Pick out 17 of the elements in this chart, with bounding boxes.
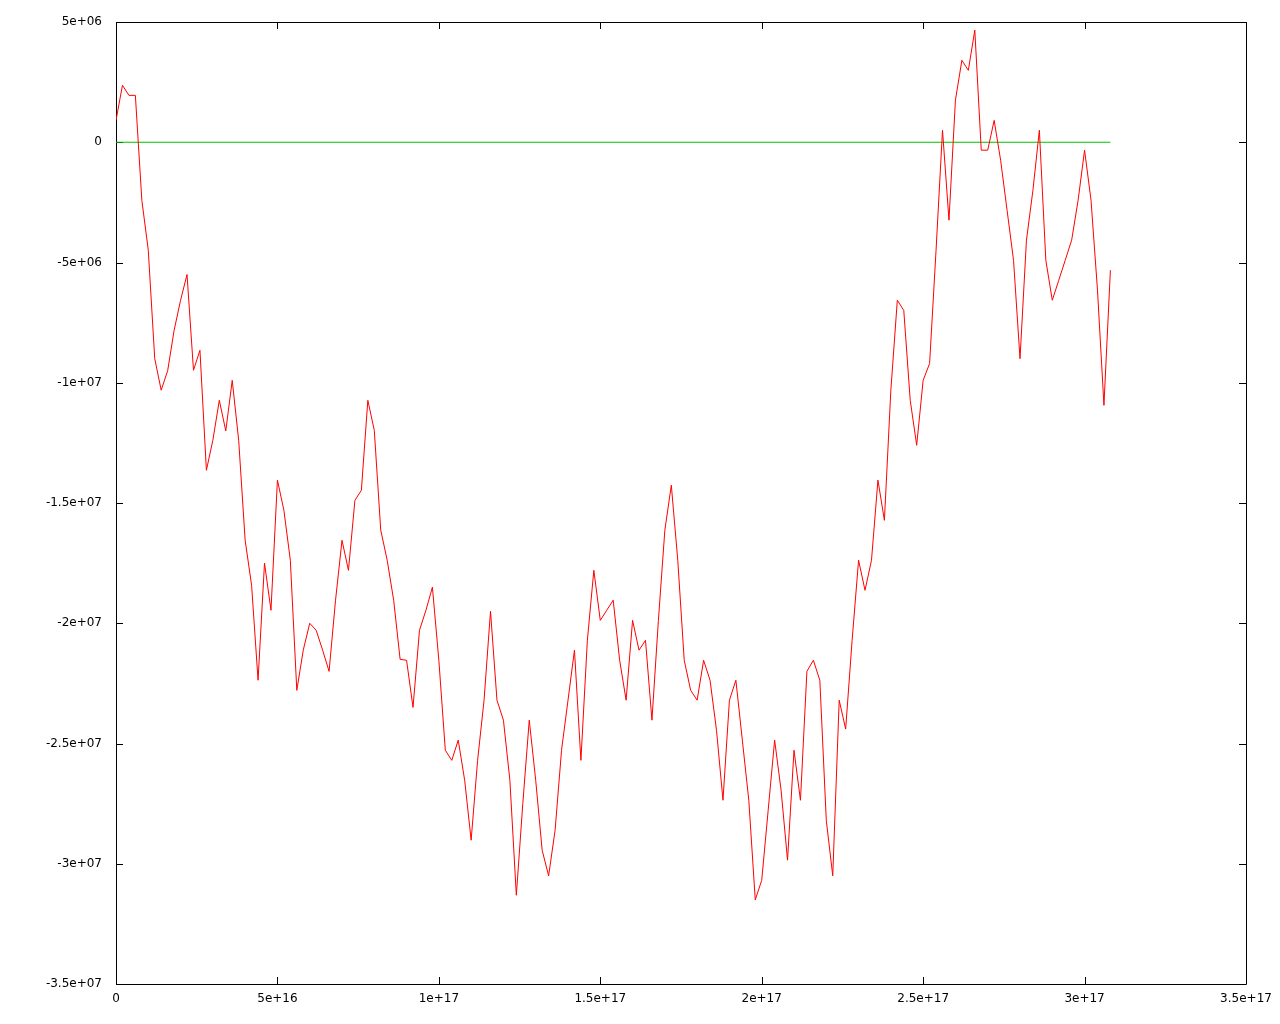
x-tick-label: 3.5e+17: [1220, 991, 1272, 1006]
x-tick-label: 5e+16: [257, 991, 298, 1006]
x-tick-label: 2.5e+17: [897, 991, 950, 1006]
y-tick-label: -5e+06: [57, 254, 102, 269]
y-tick-label: -3.5e+07: [45, 976, 102, 991]
y-tick-label: -3e+07: [57, 855, 102, 870]
x-tick-label: 0: [112, 991, 120, 1006]
y-tick-label: -1.5e+07: [45, 495, 102, 510]
y-tick-label: 0: [94, 134, 102, 149]
y-tick-label: -2.5e+07: [45, 735, 102, 750]
y-tick-label: -1e+07: [57, 374, 102, 389]
x-tick-label: 1.5e+17: [574, 991, 627, 1006]
x-tick-label: 3e+17: [1064, 991, 1105, 1006]
y-tick-label: 5e+06: [61, 14, 102, 29]
y-tick-label: -2e+07: [57, 615, 102, 630]
x-tick-label: 1e+17: [418, 991, 460, 1006]
x-tick-label: 2e+17: [741, 991, 782, 1006]
